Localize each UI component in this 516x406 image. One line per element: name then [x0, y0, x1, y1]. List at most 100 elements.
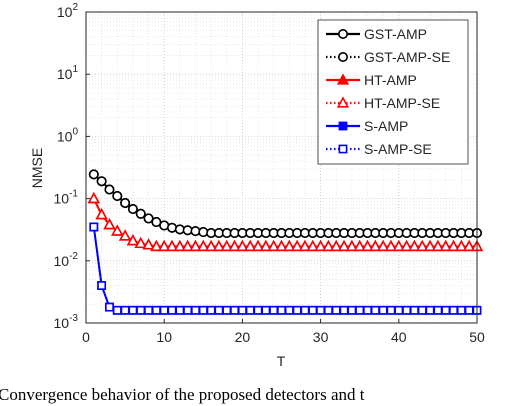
marker: [298, 239, 312, 252]
marker: [105, 302, 114, 312]
marker: [244, 239, 257, 252]
x-tick-label: 20: [235, 329, 251, 345]
marker: [337, 28, 348, 39]
x-axis-label: T: [277, 353, 286, 369]
marker: [175, 305, 185, 315]
marker: [447, 239, 460, 252]
tick-exponent: 2: [72, 2, 78, 13]
marker: [103, 218, 116, 230]
marker: [118, 229, 132, 241]
x-tick-label: 0: [82, 329, 90, 345]
marker: [386, 305, 396, 315]
marker: [423, 239, 437, 252]
marker: [214, 305, 224, 315]
marker: [159, 305, 169, 315]
y-axis-label: NMSE: [29, 148, 45, 188]
marker: [400, 239, 413, 252]
marker: [361, 239, 374, 252]
marker: [369, 239, 382, 252]
marker: [353, 239, 366, 252]
marker: [417, 305, 427, 315]
marker: [206, 305, 216, 315]
marker: [198, 305, 208, 315]
marker: [120, 197, 131, 208]
y-tick-label: 10-1: [54, 189, 79, 207]
marker: [165, 239, 179, 252]
marker: [104, 184, 115, 195]
marker: [126, 234, 140, 246]
tick-base: 10: [54, 315, 70, 331]
marker: [338, 121, 348, 131]
marker: [230, 305, 239, 315]
marker: [167, 305, 177, 315]
tick-base: 10: [54, 191, 70, 207]
marker: [338, 144, 348, 154]
x-tick-label: 50: [469, 329, 485, 345]
marker: [324, 305, 333, 315]
legend-label: HT-AMP-SE: [364, 95, 440, 111]
marker: [97, 281, 107, 290]
legend-label: GST-AMP: [364, 26, 427, 42]
marker: [425, 305, 435, 315]
marker: [197, 239, 210, 252]
legend-label: GST-AMP-SE: [364, 49, 450, 65]
marker: [336, 96, 350, 108]
axes-box: [85, 11, 478, 324]
marker: [112, 191, 123, 202]
tick-exponent: 0: [72, 126, 78, 137]
marker: [331, 305, 341, 315]
marker: [95, 208, 108, 220]
marker: [306, 239, 319, 252]
marker: [128, 305, 138, 315]
y-tick-label: 100: [57, 126, 79, 144]
marker: [370, 305, 380, 315]
marker: [96, 176, 107, 187]
marker: [275, 239, 288, 252]
marker: [463, 239, 476, 252]
marker: [269, 305, 279, 315]
marker: [308, 305, 318, 315]
caption: Convergence behavior of the proposed det…: [0, 385, 365, 404]
marker: [127, 204, 138, 215]
marker: [189, 239, 202, 252]
x-tick-label: 40: [391, 329, 407, 345]
marker: [290, 239, 304, 252]
x-tick-label: 30: [313, 329, 329, 345]
y-tick-label: 101: [57, 64, 79, 82]
legend-label: HT-AMP: [364, 72, 417, 88]
marker: [337, 51, 348, 62]
marker: [134, 236, 147, 249]
marker: [410, 305, 419, 315]
marker: [220, 239, 233, 252]
marker: [143, 213, 154, 224]
marker: [111, 224, 124, 236]
marker: [88, 169, 99, 180]
marker: [259, 239, 273, 252]
marker: [441, 305, 451, 315]
marker: [392, 239, 405, 252]
marker: [449, 305, 458, 315]
marker: [144, 305, 153, 315]
marker: [135, 208, 146, 219]
marker: [408, 239, 421, 252]
marker: [330, 239, 343, 252]
marker: [212, 239, 226, 252]
marker: [384, 239, 398, 252]
marker: [336, 73, 350, 85]
legend-box: [317, 19, 469, 165]
tick-base: 10: [57, 128, 73, 144]
marker: [167, 222, 178, 233]
marker: [136, 305, 146, 315]
tick-base: 10: [57, 4, 73, 20]
marker: [112, 305, 122, 315]
marker: [238, 305, 247, 315]
marker: [251, 239, 265, 252]
marker: [261, 305, 271, 315]
marker: [322, 239, 335, 252]
marker: [314, 239, 327, 252]
marker: [439, 239, 452, 252]
tick-base: 10: [57, 66, 73, 82]
tick-base: 10: [54, 253, 70, 269]
marker: [173, 239, 186, 252]
